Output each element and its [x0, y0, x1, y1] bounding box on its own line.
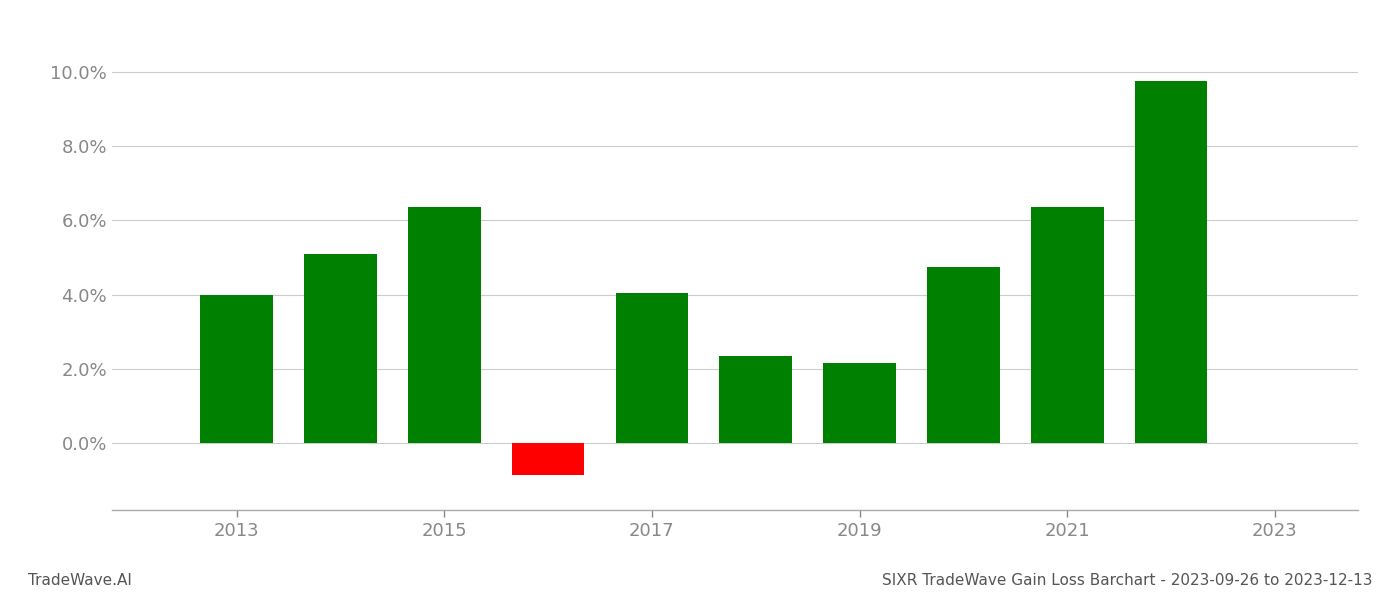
Bar: [720, 356, 792, 443]
Bar: [823, 363, 896, 443]
Bar: [1030, 207, 1103, 443]
Text: SIXR TradeWave Gain Loss Barchart - 2023-09-26 to 2023-12-13: SIXR TradeWave Gain Loss Barchart - 2023…: [882, 573, 1372, 588]
Text: TradeWave.AI: TradeWave.AI: [28, 573, 132, 588]
Bar: [200, 295, 273, 443]
Bar: [1135, 81, 1207, 443]
Bar: [304, 254, 377, 443]
Bar: [512, 443, 584, 475]
Bar: [616, 293, 689, 443]
Bar: [927, 267, 1000, 443]
Bar: [407, 207, 480, 443]
